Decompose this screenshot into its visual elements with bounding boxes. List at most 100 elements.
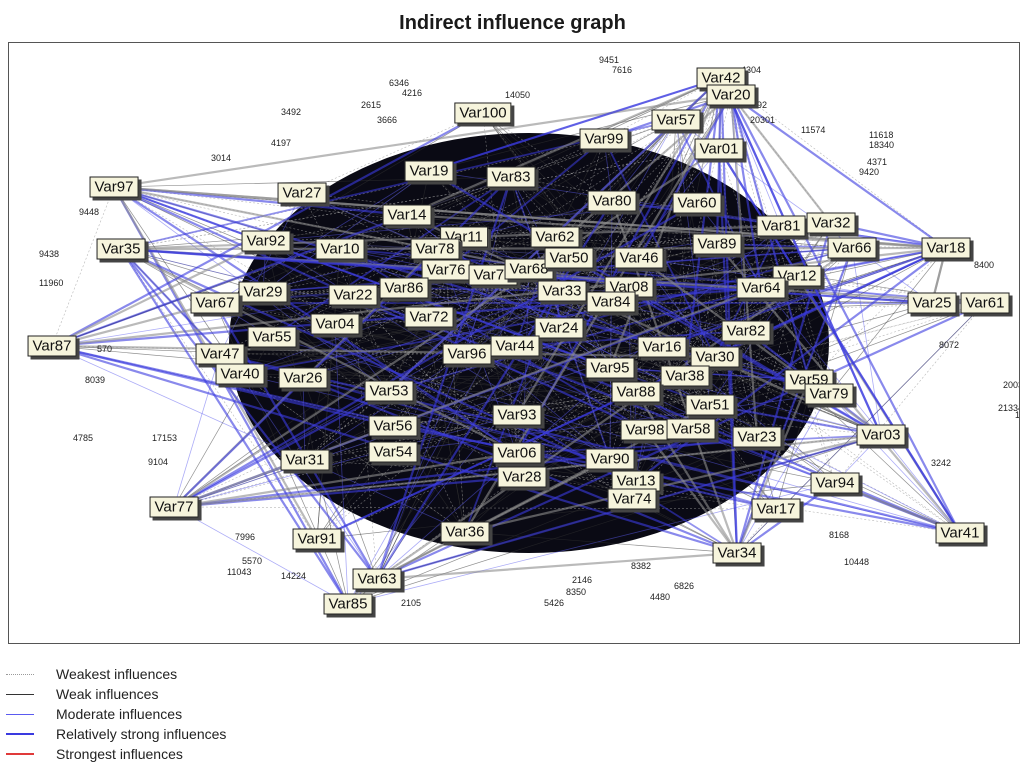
node-var38[interactable]: Var38 <box>660 365 710 387</box>
node-var16[interactable]: Var16 <box>637 336 687 358</box>
node-var95[interactable]: Var95 <box>585 357 635 379</box>
node-var81[interactable]: Var81 <box>756 215 806 237</box>
node-var06[interactable]: Var06 <box>492 442 542 464</box>
node-var67[interactable]: Var67 <box>190 292 240 314</box>
node-var84[interactable]: Var84 <box>586 291 636 313</box>
node-var78[interactable]: Var78 <box>410 238 460 260</box>
node-var93[interactable]: Var93 <box>492 404 542 426</box>
node-var98[interactable]: Var98 <box>620 419 670 441</box>
node-var14[interactable]: Var14 <box>382 204 432 226</box>
strong-influence-edge <box>51 344 716 359</box>
node-var90[interactable]: Var90 <box>585 448 635 470</box>
node-var80[interactable]: Var80 <box>587 190 637 212</box>
node-var17[interactable]: Var17 <box>751 498 801 520</box>
node-var56[interactable]: Var56 <box>368 415 418 437</box>
node-var53[interactable]: Var53 <box>364 380 414 402</box>
node-var96[interactable]: Var96 <box>442 343 492 365</box>
node-var61[interactable]: Var61 <box>960 292 1010 314</box>
node-var46[interactable]: Var46 <box>614 247 664 269</box>
node-var27[interactable]: Var27 <box>277 182 327 204</box>
node-var55[interactable]: Var55 <box>247 326 297 348</box>
node-var34[interactable]: Var34 <box>712 542 762 564</box>
legend-swatch <box>6 713 34 715</box>
node-var24[interactable]: Var24 <box>534 317 584 339</box>
edge-mesh <box>51 76 986 605</box>
node-var68[interactable]: Var68 <box>504 258 554 280</box>
node-var29[interactable]: Var29 <box>238 281 288 303</box>
node-var74[interactable]: Var74 <box>607 488 657 510</box>
edge-weight-label: 8382 <box>631 561 651 571</box>
node-var86[interactable]: Var86 <box>379 277 429 299</box>
strong-influence-edge <box>638 257 882 436</box>
node-var13[interactable]: Var13 <box>611 470 661 492</box>
node-var28[interactable]: Var28 <box>497 466 547 488</box>
node-var76[interactable]: Var76 <box>421 259 471 281</box>
strong-influence-edge <box>113 185 947 250</box>
node-var51[interactable]: Var51 <box>685 394 735 416</box>
influence-edge <box>113 186 633 500</box>
edge-weight-label: 11574 <box>801 125 825 135</box>
node-var31[interactable]: Var31 <box>280 449 330 471</box>
node-var83[interactable]: Var83 <box>486 166 536 188</box>
node-var58[interactable]: Var58 <box>666 418 716 440</box>
node-var87[interactable]: Var87 <box>27 335 77 357</box>
node-var77[interactable]: Var77 <box>149 496 199 518</box>
edge-weight-label: 9451 <box>599 55 619 65</box>
node-var36[interactable]: Var36 <box>440 521 490 543</box>
influence-edge <box>214 170 430 304</box>
node-var47[interactable]: Var47 <box>195 343 245 365</box>
node-var50[interactable]: Var50 <box>544 247 594 269</box>
node-var30[interactable]: Var30 <box>690 346 740 368</box>
node-var25[interactable]: Var25 <box>907 292 957 314</box>
node-var82[interactable]: Var82 <box>721 320 771 342</box>
edge-weight-label: 8072 <box>939 340 959 350</box>
influence-edge <box>745 330 961 534</box>
node-var20[interactable]: Var20 <box>706 84 756 106</box>
node-var85[interactable]: Var85 <box>323 593 373 615</box>
strong-influence-edge <box>464 433 882 534</box>
node-var66[interactable]: Var66 <box>827 237 877 259</box>
node-var19[interactable]: Var19 <box>404 160 454 182</box>
influence-edge <box>392 391 637 427</box>
node-var44[interactable]: Var44 <box>490 335 540 357</box>
node-var35[interactable]: Var35 <box>96 238 146 260</box>
node-var33[interactable]: Var33 <box>537 280 587 302</box>
legend-item-weakest: Weakest influences <box>6 664 226 684</box>
node-var23[interactable]: Var23 <box>732 426 782 448</box>
influence-edge <box>316 301 612 540</box>
node-var100[interactable]: Var100 <box>454 102 512 124</box>
strong-influence-edge <box>376 458 611 580</box>
node-var04[interactable]: Var04 <box>310 313 360 335</box>
node-var18[interactable]: Var18 <box>921 237 971 259</box>
strong-influence-edge <box>120 247 637 483</box>
edge-weight-label: 1296 <box>1015 410 1019 420</box>
node-var88[interactable]: Var88 <box>611 381 661 403</box>
node-var12[interactable]: Var12 <box>772 265 822 287</box>
node-var72[interactable]: Var72 <box>404 306 454 328</box>
node-var91[interactable]: Var91 <box>292 528 342 550</box>
edge-weight-label: 14050 <box>505 90 530 100</box>
strong-influence-edge <box>406 214 882 436</box>
node-var57[interactable]: Var57 <box>651 109 701 131</box>
node-var89[interactable]: Var89 <box>692 233 742 255</box>
node-var64[interactable]: Var64 <box>736 277 786 299</box>
node-var26[interactable]: Var26 <box>278 367 328 389</box>
node-var94[interactable]: Var94 <box>810 472 860 494</box>
node-var92[interactable]: Var92 <box>241 230 291 252</box>
node-var99[interactable]: Var99 <box>579 128 629 150</box>
node-var03[interactable]: Var03 <box>856 424 906 446</box>
node-var62[interactable]: Var62 <box>530 226 580 248</box>
node-var32[interactable]: Var32 <box>806 212 856 234</box>
influence-edge <box>464 531 738 554</box>
node-var79[interactable]: Var79 <box>804 383 854 405</box>
node-var40[interactable]: Var40 <box>215 363 265 385</box>
node-var60[interactable]: Var60 <box>672 192 722 214</box>
node-var41[interactable]: Var41 <box>935 522 985 544</box>
node-var10[interactable]: Var10 <box>315 238 365 260</box>
node-var22[interactable]: Var22 <box>328 284 378 306</box>
node-var97[interactable]: Var97 <box>89 176 139 198</box>
node-var63[interactable]: Var63 <box>352 568 402 590</box>
node-var54[interactable]: Var54 <box>368 441 418 463</box>
node-var42[interactable]: Var42 <box>696 67 746 89</box>
node-var01[interactable]: Var01 <box>694 138 744 160</box>
